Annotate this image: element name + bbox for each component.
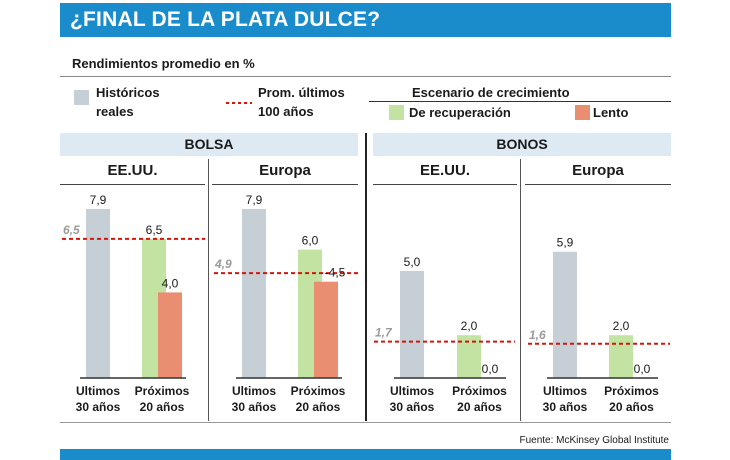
chart-subtitle: Rendimientos promedio en % <box>72 56 255 71</box>
data-label: 0,0 <box>634 362 651 376</box>
divider-sections <box>365 133 367 421</box>
escenario-divider <box>369 101 671 102</box>
data-label: 0,0 <box>482 362 499 376</box>
bar-lento <box>314 281 338 378</box>
tick-label: 30 años <box>232 400 277 414</box>
subtitle-divider <box>60 76 671 77</box>
legend-label-promedio: Prom. últimos 100 años <box>258 85 345 119</box>
legend-label-recuperacion: De recuperación <box>409 105 511 120</box>
tick-label: 20 años <box>457 400 502 414</box>
divider-bonos <box>520 159 521 421</box>
tick-label: Ultimos <box>76 384 120 398</box>
legend-swatch-historicos <box>74 90 89 105</box>
section-bolsa: BOLSA <box>60 133 358 156</box>
legend-label-historicos: Históricos reales <box>96 85 160 119</box>
divider-bolsa <box>208 159 209 421</box>
source-note: Fuente: McKinsey Global Institute <box>519 435 669 446</box>
bottom-divider <box>60 422 671 423</box>
panel-underline <box>373 184 517 185</box>
tick-label: Ultimos <box>543 384 587 398</box>
data-label: 6,5 <box>146 223 163 237</box>
bar-historicos <box>400 271 424 378</box>
data-label: 7,9 <box>246 193 263 207</box>
data-label: 5,9 <box>557 236 574 250</box>
reference-label: 1,7 <box>375 326 393 340</box>
tick-label: 30 años <box>390 400 435 414</box>
data-label: 2,0 <box>461 319 478 333</box>
panel-title-bolsa-eeuu: EE.UU. <box>107 162 158 179</box>
panel-title-bolsa-europa: Europa <box>259 162 311 179</box>
panel-underline <box>60 184 205 185</box>
panel-title-bonos-eeuu: EE.UU. <box>419 162 470 179</box>
bottom-bar <box>60 449 671 460</box>
tick-label: 30 años <box>543 400 588 414</box>
tick-label: Próximos <box>135 384 190 398</box>
legend-label-escenario: Escenario de crecimiento <box>412 85 570 100</box>
tick-label: Próximos <box>452 384 507 398</box>
data-label: 2,0 <box>613 319 630 333</box>
section-bonos: BONOS <box>373 133 671 156</box>
tick-label: 20 años <box>296 400 341 414</box>
bar-recuperacion <box>609 335 633 378</box>
panel-underline <box>212 184 358 185</box>
page-title: ¿FINAL DE LA PLATA DULCE? <box>70 8 381 31</box>
tick-label: 20 años <box>609 400 654 414</box>
tick-label: Ultimos <box>390 384 434 398</box>
tick-label: Próximos <box>604 384 659 398</box>
legend-label-lento: Lento <box>593 105 629 120</box>
data-label: 7,9 <box>90 193 107 207</box>
bar-historicos <box>553 251 577 378</box>
reference-label: 1,6 <box>529 328 546 342</box>
legend-swatch-recuperacion <box>389 105 404 120</box>
tick-label: 20 años <box>140 400 185 414</box>
panel-title-bonos-europa: Europa <box>572 162 624 179</box>
tick-label: Próximos <box>291 384 346 398</box>
data-label: 5,0 <box>404 255 421 269</box>
reference-label: 6,5 <box>63 223 80 237</box>
data-label: -4,5 <box>325 266 346 280</box>
bar-historicos <box>242 208 266 378</box>
reference-label: 4,9 <box>214 257 232 271</box>
panel-underline <box>525 184 671 185</box>
tick-label: 30 años <box>76 400 121 414</box>
bar-lento <box>158 292 182 378</box>
title-bar: ¿FINAL DE LA PLATA DULCE? <box>60 3 671 37</box>
legend-swatch-lento <box>575 105 590 120</box>
bar-historicos <box>86 208 110 378</box>
data-label: 6,0 <box>302 234 319 248</box>
data-label: 4,0 <box>162 276 179 290</box>
tick-label: Ultimos <box>232 384 276 398</box>
